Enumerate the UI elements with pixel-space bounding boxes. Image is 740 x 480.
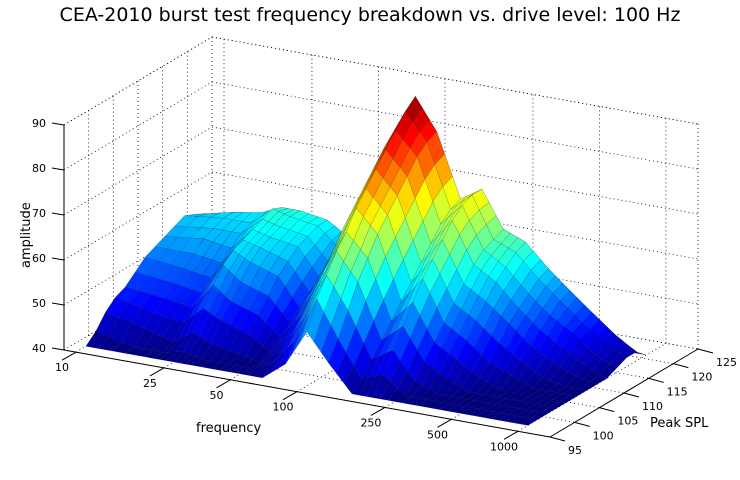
tick-label: 10 bbox=[55, 361, 69, 374]
axes bbox=[51, 122, 714, 442]
surface-patch bbox=[520, 418, 539, 426]
y-tick bbox=[623, 392, 640, 398]
tick-label: 115 bbox=[667, 385, 688, 398]
y-axis-label: Peak SPL bbox=[650, 416, 709, 431]
grid-line bbox=[211, 81, 699, 170]
y-tick bbox=[648, 377, 664, 383]
y-tick bbox=[697, 348, 714, 354]
y-tick bbox=[673, 363, 689, 369]
tick-label: 105 bbox=[617, 415, 638, 428]
tick-label: 100 bbox=[593, 429, 614, 442]
y-tick bbox=[549, 436, 566, 442]
x-tick bbox=[149, 367, 165, 377]
tick-label: 25 bbox=[143, 377, 157, 390]
x-tick bbox=[503, 430, 519, 440]
tick-label: 50 bbox=[32, 297, 46, 310]
grid-line bbox=[63, 36, 213, 126]
y-tick bbox=[599, 407, 615, 413]
x-tick bbox=[370, 407, 386, 416]
tick-label: 60 bbox=[32, 252, 46, 265]
grid-line bbox=[63, 171, 213, 261]
tick-label: 70 bbox=[32, 207, 46, 220]
tick-label: 125 bbox=[716, 356, 737, 369]
z-tick bbox=[51, 347, 65, 351]
x-axis bbox=[63, 349, 551, 438]
z-axis-label: amplitude bbox=[19, 202, 34, 268]
x-tick bbox=[216, 379, 231, 389]
tick-label: 95 bbox=[568, 444, 582, 457]
z-tick bbox=[51, 257, 65, 261]
tick-label: 80 bbox=[32, 162, 46, 175]
tick-label: 40 bbox=[32, 342, 46, 355]
tick-label: 110 bbox=[642, 400, 663, 413]
z-tick bbox=[51, 212, 65, 216]
z-tick bbox=[51, 302, 65, 306]
tick-label: 500 bbox=[427, 428, 448, 441]
tick-label: 50 bbox=[209, 389, 223, 402]
surface bbox=[85, 95, 647, 426]
x-tick bbox=[437, 418, 452, 428]
tick-label: 250 bbox=[360, 416, 381, 429]
tick-label: 120 bbox=[691, 371, 712, 384]
tick-label: 1000 bbox=[490, 440, 518, 453]
grid-line bbox=[63, 126, 213, 216]
x-tick bbox=[61, 351, 77, 361]
x-tick bbox=[282, 391, 298, 401]
tick-label: 100 bbox=[273, 401, 294, 414]
grid-line bbox=[211, 36, 699, 125]
chart-title: CEA-2010 burst test frequency breakdown … bbox=[59, 4, 681, 26]
z-tick bbox=[51, 167, 65, 171]
y-tick bbox=[574, 421, 590, 427]
z-tick bbox=[51, 122, 65, 126]
x-axis-label: frequency bbox=[196, 421, 262, 436]
tick-label: 90 bbox=[32, 117, 46, 130]
